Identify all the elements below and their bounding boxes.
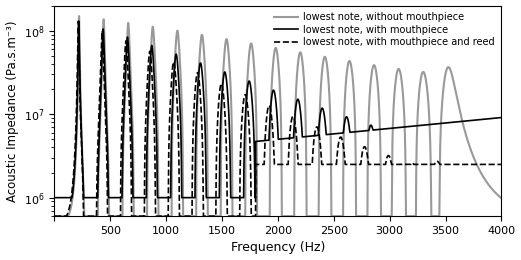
lowest note, with mouthpiece and reed — [336, 141, 342, 144]
Line: lowest note, with mouthpiece and reed: lowest note, with mouthpiece and reed — [55, 21, 501, 216]
lowest note, with mouthpiece — [75, 91, 81, 94]
lowest note, with mouthpiece and reed — [75, 61, 81, 64]
lowest note, with mouthpiece and reed — [75, 20, 81, 23]
lowest note, with mouthpiece — [76, 20, 82, 23]
Line: lowest note, without mouthpiece: lowest note, without mouthpiece — [55, 16, 501, 216]
lowest note, with mouthpiece — [383, 127, 389, 130]
lowest note, with mouthpiece and reed — [383, 160, 389, 163]
lowest note, with mouthpiece — [336, 132, 342, 135]
X-axis label: Frequency (Hz): Frequency (Hz) — [231, 242, 325, 255]
lowest note, with mouthpiece and reed — [52, 214, 58, 218]
Y-axis label: Acoustic Impedance (Pa.s.m⁻³): Acoustic Impedance (Pa.s.m⁻³) — [6, 20, 19, 202]
lowest note, with mouthpiece — [52, 196, 58, 199]
lowest note, with mouthpiece and reed — [498, 163, 504, 166]
lowest note, without mouthpiece — [498, 197, 504, 200]
lowest note, with mouthpiece — [316, 122, 322, 125]
Line: lowest note, with mouthpiece: lowest note, with mouthpiece — [55, 21, 501, 198]
lowest note, without mouthpiece — [383, 214, 389, 218]
lowest note, with mouthpiece — [498, 116, 504, 119]
Legend: lowest note, without mouthpiece, lowest note, with mouthpiece, lowest note, with: lowest note, without mouthpiece, lowest … — [272, 10, 497, 49]
lowest note, without mouthpiece — [76, 15, 82, 18]
lowest note, without mouthpiece — [407, 214, 413, 218]
lowest note, with mouthpiece and reed — [316, 134, 322, 137]
lowest note, without mouthpiece — [52, 214, 58, 218]
lowest note, without mouthpiece — [75, 105, 81, 108]
lowest note, with mouthpiece and reed — [214, 146, 220, 149]
lowest note, with mouthpiece — [214, 196, 220, 199]
lowest note, without mouthpiece — [336, 214, 342, 218]
lowest note, with mouthpiece — [407, 125, 413, 128]
lowest note, without mouthpiece — [214, 214, 220, 218]
lowest note, with mouthpiece and reed — [407, 163, 413, 166]
lowest note, without mouthpiece — [316, 136, 322, 139]
